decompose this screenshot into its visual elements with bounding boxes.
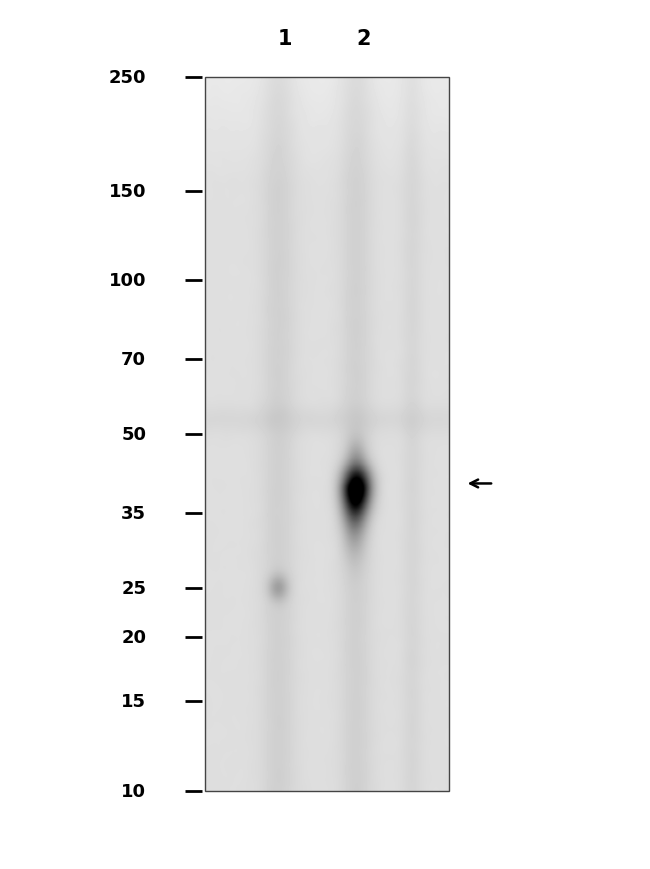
Text: 25: 25 [122, 579, 146, 597]
Text: 150: 150 [109, 182, 146, 200]
Text: 20: 20 [122, 628, 146, 647]
Text: 15: 15 [122, 692, 146, 710]
Text: 50: 50 [122, 426, 146, 443]
Text: 35: 35 [122, 505, 146, 522]
Text: 100: 100 [109, 272, 146, 290]
Text: 10: 10 [122, 782, 146, 799]
Bar [205, 78, 448, 791]
Text: 70: 70 [122, 351, 146, 369]
Text: 250: 250 [109, 70, 146, 87]
Text: 1: 1 [278, 30, 292, 49]
Text: 2: 2 [356, 30, 370, 49]
